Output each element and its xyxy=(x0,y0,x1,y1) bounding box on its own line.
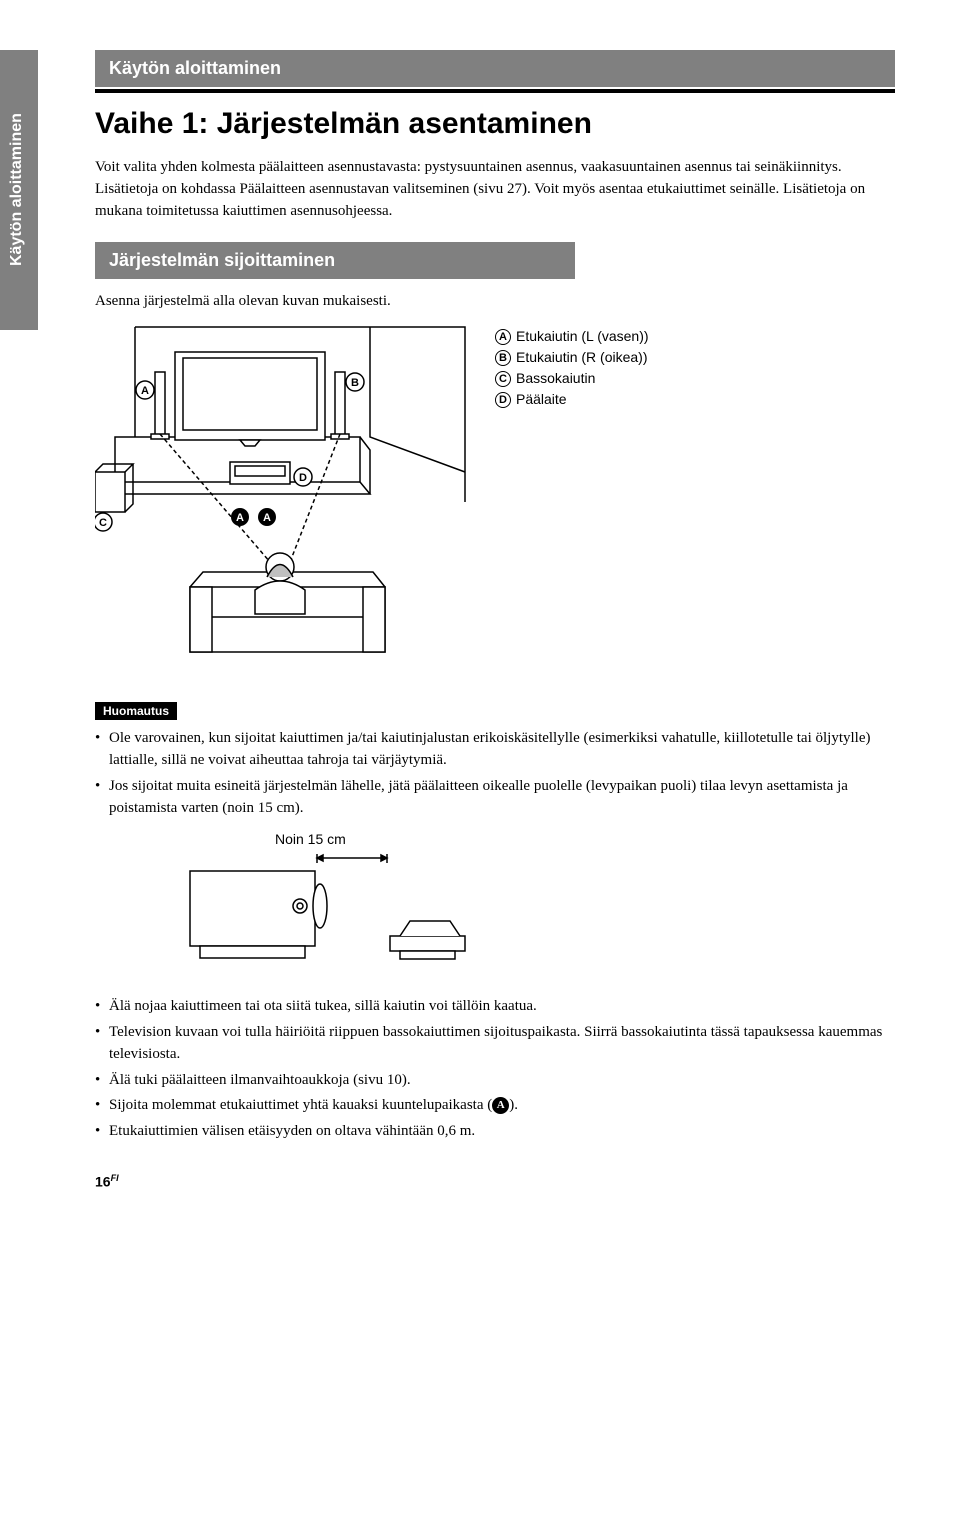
note-text-post: ). xyxy=(509,1097,518,1113)
rule xyxy=(95,89,895,93)
legend-text: Bassokaiutin xyxy=(516,368,595,389)
svg-text:A: A xyxy=(263,512,271,524)
circle-letter-icon: A xyxy=(495,329,511,345)
legend: A Etukaiutin (L (vasen)) B Etukaiutin (R (… xyxy=(495,322,649,410)
note-item: Älä tuki päälaitteen ilmanvaihtoaukkoja … xyxy=(95,1070,895,1092)
legend-item: A Etukaiutin (L (vasen)) xyxy=(495,326,649,347)
note-item: Jos sijoitat muita esineitä järjestelmän… xyxy=(95,776,895,820)
svg-text:C: C xyxy=(99,517,107,529)
legend-text: Päälaite xyxy=(516,389,567,410)
svg-text:D: D xyxy=(299,472,307,484)
svg-text:A: A xyxy=(236,512,244,524)
note-label: Huomautus xyxy=(95,702,177,720)
legend-item: B Etukaiutin (R (oikea)) xyxy=(495,347,649,368)
page-title: Vaihe 1: Järjestelmän asentaminen xyxy=(95,107,895,141)
page-number: 16FI xyxy=(95,1173,895,1190)
clearance-diagram xyxy=(185,851,485,971)
svg-text:B: B xyxy=(351,377,359,389)
instruction-text: Asenna järjestelmä alla olevan kuvan muk… xyxy=(95,293,895,310)
notes-list-2: Älä nojaa kaiuttimeen tai ota siitä tuke… xyxy=(95,996,895,1143)
circle-letter-icon: D xyxy=(495,392,511,408)
note-item: Älä nojaa kaiuttimeen tai ota siitä tuke… xyxy=(95,996,895,1018)
note-item: Etukaiuttimien välisen etäisyyden on olt… xyxy=(95,1121,895,1143)
sub-header: Järjestelmän sijoittaminen xyxy=(95,242,575,279)
diagram-and-legend: A B C D A A A Etukaiutin (L (vasen)) B Etu… xyxy=(95,322,895,662)
page-number-value: 16 xyxy=(95,1173,111,1189)
note-item: Ole varovainen, kun sijoitat kaiuttimen … xyxy=(95,728,895,772)
page-content: Käytön aloittaminen Vaihe 1: Järjestelmä… xyxy=(0,0,960,1229)
note-item-with-inline-circle: Sijoita molemmat etukaiuttimet yhtä kaua… xyxy=(95,1095,895,1117)
clearance-diagram-block: Noin 15 cm xyxy=(185,831,895,976)
clearance-label: Noin 15 cm xyxy=(275,831,895,847)
page-number-suffix: FI xyxy=(111,1173,119,1183)
svg-text:A: A xyxy=(141,385,149,397)
legend-item: D Päälaite xyxy=(495,389,649,410)
circle-letter-icon: B xyxy=(495,350,511,366)
legend-text: Etukaiutin (L (vasen)) xyxy=(516,326,649,347)
setup-diagram: A B C D A A xyxy=(95,322,475,662)
note-item: Television kuvaan voi tulla häiriöitä ri… xyxy=(95,1022,895,1066)
intro-text: Voit valita yhden kolmesta päälaitteen a… xyxy=(95,157,895,222)
legend-text: Etukaiutin (R (oikea)) xyxy=(516,347,648,368)
section-header: Käytön aloittaminen xyxy=(95,50,895,87)
notes-list-1: Ole varovainen, kun sijoitat kaiuttimen … xyxy=(95,728,895,819)
note-text-pre: Sijoita molemmat etukaiuttimet yhtä kaua… xyxy=(109,1097,492,1113)
legend-item: C Bassokaiutin xyxy=(495,368,649,389)
side-tab: Käytön aloittaminen xyxy=(0,50,38,330)
inline-circle-icon: A xyxy=(492,1097,509,1114)
circle-letter-icon: C xyxy=(495,371,511,387)
